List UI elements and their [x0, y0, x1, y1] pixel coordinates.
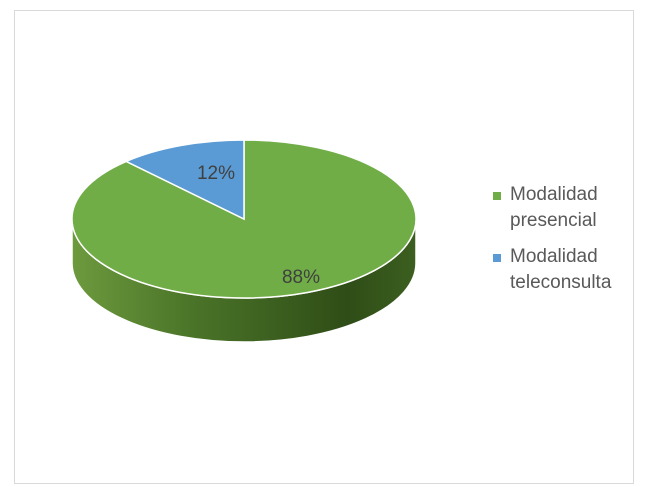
legend-swatch-teleconsulta: [493, 254, 501, 262]
legend-item-presencial: Modalidad presencial: [493, 182, 643, 234]
data-label-teleconsulta: 12%: [197, 163, 235, 184]
legend-label-presencial-line1: Modalidad: [510, 184, 598, 205]
data-label-presencial: 88%: [282, 267, 320, 288]
slice-teleconsulta: [124, 139, 245, 221]
legend-label-presencial-line2: presencial: [510, 210, 597, 231]
legend-item-teleconsulta: Modalidad teleconsulta: [493, 244, 643, 296]
legend: Modalidad presencial Modalidad teleconsu…: [493, 182, 643, 306]
legend-label-teleconsulta-line1: Modalidad: [510, 246, 598, 267]
legend-swatch-presencial: [493, 192, 501, 200]
legend-label-teleconsulta-line2: teleconsulta: [510, 272, 612, 293]
